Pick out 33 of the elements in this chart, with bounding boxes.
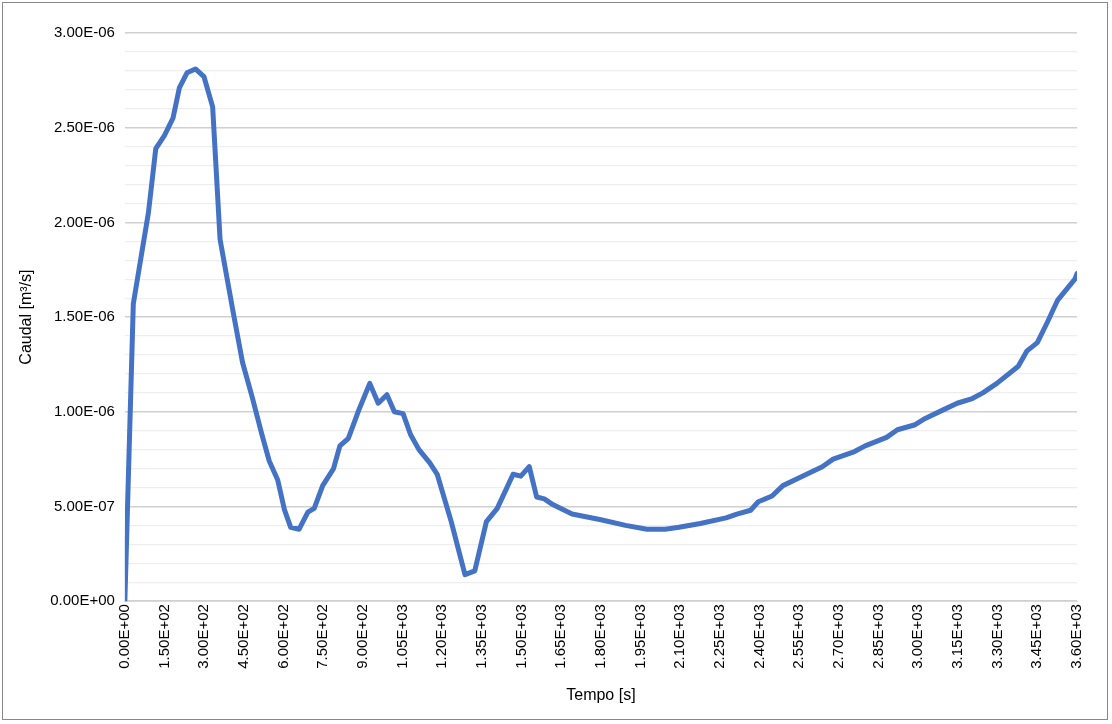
x-tick-label: 2.85E+03 [868,604,886,669]
x-tick-label: 3.15E+03 [948,604,966,669]
x-tick-label: 9.00E+02 [353,604,371,669]
x-tick-label: 1.35E+03 [472,604,490,669]
x-tick-label: 1.05E+03 [392,604,410,669]
x-tick-label: 1.50E+02 [154,604,172,669]
x-tick-label: 3.60E+03 [1067,604,1085,669]
y-tick-label: 0.00E+00 [50,591,115,609]
x-tick-label: 1.80E+03 [591,604,609,669]
x-tick-label: 1.65E+03 [551,604,569,669]
x-tick-label: 3.00E+03 [908,604,926,669]
x-tick-label: 1.95E+03 [630,604,648,669]
x-tick-label: 2.55E+03 [789,604,807,669]
x-tick-label: 3.30E+03 [987,604,1005,669]
x-tick-label: 3.00E+02 [194,604,212,669]
x-tick-label: 2.25E+03 [710,604,728,669]
y-tick-label: 5.00E-07 [53,496,115,514]
y-tick-label: 1.50E-06 [53,307,115,325]
x-tick-label: 6.00E+02 [273,604,291,669]
x-tick-label: 2.10E+03 [670,604,688,669]
x-tick-label: 1.20E+03 [432,604,450,669]
x-tick-label: 4.50E+02 [234,604,251,669]
y-tick-label: 1.00E-06 [53,401,115,419]
x-tick-label: 7.50E+02 [313,604,331,669]
y-tick-label: 2.50E-06 [53,117,115,135]
x-tick-label: 1.50E+03 [511,604,529,669]
x-tick-label: 2.40E+03 [749,604,767,669]
y-axis-title: Caudal [m³/s] [17,269,35,365]
x-axis-title: Tempo [s] [566,685,636,703]
x-tick-label: 2.70E+03 [829,604,847,669]
x-tick-label: 3.45E+03 [1027,604,1045,669]
y-tick-label: 2.00E-06 [53,212,115,230]
y-tick-label: 3.00E-06 [53,23,115,41]
